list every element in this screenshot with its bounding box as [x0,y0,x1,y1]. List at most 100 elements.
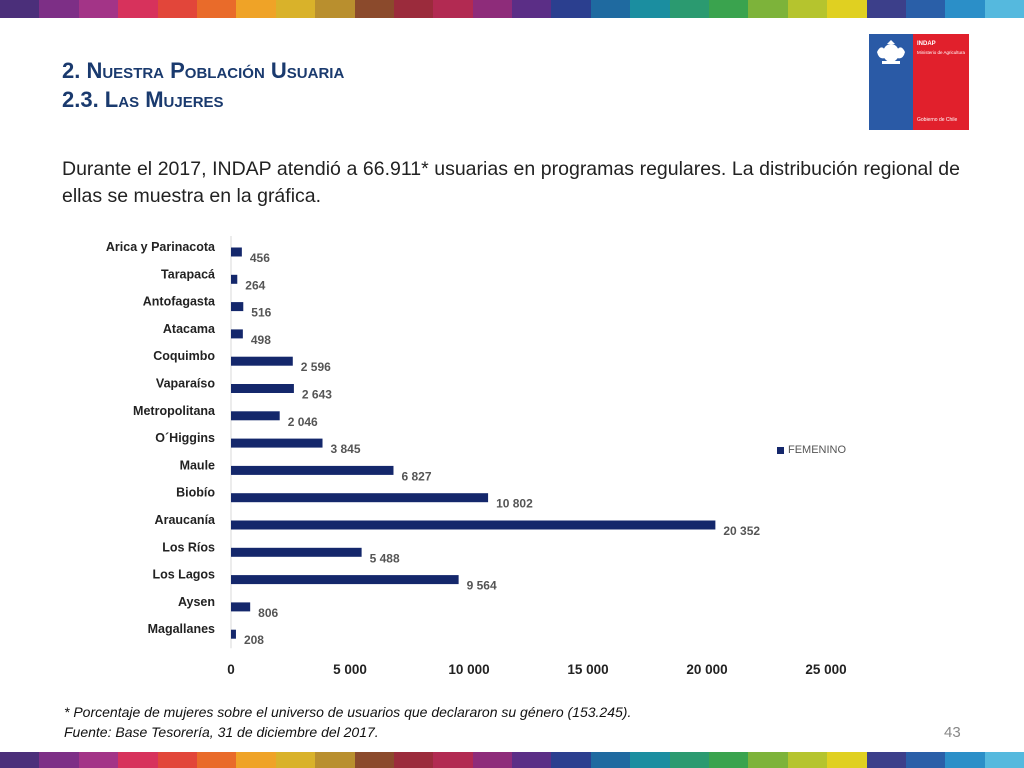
stripe-segment [78,0,119,18]
stripe-segment [590,0,631,18]
bar [231,384,294,393]
stripe-segment [315,752,355,768]
stripe-segment [827,0,867,18]
logo-red-panel [913,34,969,130]
regional-bar-chart: Arica y Parinacota 456 Tarapacá 264 Antofaga… [106,236,847,677]
stripe-segment [709,752,749,768]
x-tick-label: 0 [227,662,235,677]
stripe-segment [39,0,79,18]
stripe-segment [984,0,1024,18]
x-tick-label: 5 000 [333,662,367,677]
logo-ministry: Ministerio de Agricultura [917,50,966,55]
stripe-segment [551,0,591,18]
logo-government: Gobierno de Chile [917,117,958,123]
stripe-segment [354,752,394,768]
stripe-segment [669,0,710,18]
stripe-segment [236,752,276,768]
category-label: Atacama [163,322,216,336]
bar [231,247,242,257]
stripe-segment [866,752,906,768]
stripe-segment [472,752,513,768]
data-label: 3 845 [331,442,361,456]
stripe-segment [945,0,985,18]
category-label: Los Ríos [162,540,215,554]
category-label: O´Higgins [155,431,215,445]
stripe-segment [905,752,946,768]
data-label: 264 [245,278,265,292]
x-tick-label: 15 000 [567,662,608,677]
stripe-segment [393,752,434,768]
category-label: Araucanía [155,513,216,527]
stripe-segment [590,752,631,768]
category-label: Magallanes [148,622,215,636]
stripe-segment [118,752,158,768]
data-label: 2 643 [302,388,332,402]
stripe-segment [748,752,788,768]
stripe-segment [905,0,946,18]
stripe-segment [512,752,552,768]
category-label: Vaparaíso [156,377,215,391]
stripe-segment [0,752,40,768]
category-label: Biobío [176,486,215,500]
bar [231,274,238,284]
stripe-segment [0,0,40,18]
data-label: 516 [251,306,271,320]
data-label: 9 564 [467,579,497,593]
data-label: 2 596 [301,360,331,374]
source-line: Fuente: Base Tesorería, 31 de diciembre … [64,724,379,740]
stripe-segment [275,0,316,18]
data-label: 2 046 [288,415,318,429]
stripe-segment [551,752,591,768]
stripe-segment [630,752,670,768]
bar [231,547,362,557]
stripe-segment [393,0,434,18]
indap-logo: INDAP Ministerio de Agricultura Gobierno… [869,34,969,130]
category-label: Aysen [178,595,215,609]
stripe-segment [748,0,788,18]
data-label: 806 [258,606,278,620]
stripe-segment [787,752,828,768]
stripe-segment [709,0,749,18]
category-label: Antofagasta [143,295,216,309]
category-label: Metropolitana [133,404,216,418]
stripe-segment [275,752,316,768]
stripe-segment [827,752,867,768]
footnote: * Porcentaje de mujeres sobre el univers… [64,702,631,742]
bar [231,602,251,612]
title-line-2: 2.3. Las Mujeres [62,87,224,112]
page-number: 43 [944,724,961,741]
data-label: 6 827 [401,469,431,483]
data-label: 208 [244,633,264,647]
stripe-segment [157,0,197,18]
data-label: 498 [251,333,271,347]
top-color-stripe [0,0,1024,18]
stripe-segment [433,752,473,768]
data-label: 20 352 [723,524,760,538]
bar [231,329,243,339]
bar [231,411,280,421]
stripe-segment [157,752,197,768]
coat-of-arms-icon [877,40,905,64]
chart-legend: FEMENINO [777,444,846,456]
bar [231,520,716,530]
stripe-segment [787,0,828,18]
category-label: Tarapacá [161,267,215,281]
stripe-segment [236,0,276,18]
stripe-segment [669,752,710,768]
x-tick-label: 10 000 [448,662,489,677]
stripe-segment [196,752,237,768]
bar [231,465,394,475]
stripe-segment [39,752,79,768]
stripe-segment [78,752,119,768]
category-label: Coquimbo [153,349,215,363]
bar [231,302,244,312]
bar [231,438,323,448]
stripe-segment [433,0,473,18]
category-label: Los Lagos [152,568,215,582]
stripe-segment [984,752,1024,768]
data-label: 10 802 [496,497,533,511]
legend-swatch [777,446,784,454]
stripe-segment [354,0,394,18]
bottom-color-stripe [0,752,1024,768]
data-label: 456 [250,251,270,265]
